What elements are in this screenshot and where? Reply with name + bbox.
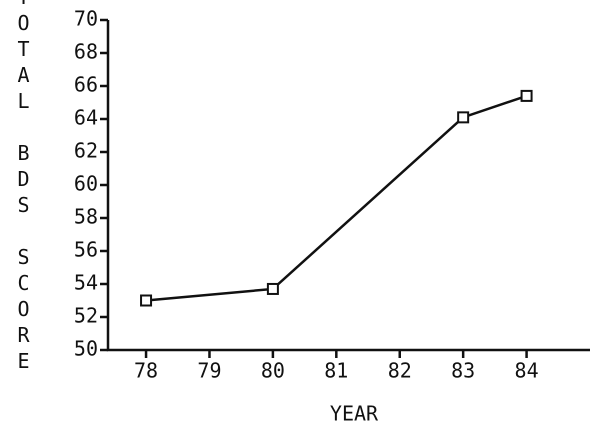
x-tick-label: 79	[197, 359, 221, 383]
y-tick-label: 52	[74, 304, 98, 328]
y-tick-label: 56	[74, 238, 98, 262]
y-tick-label: 66	[74, 73, 98, 97]
x-tick-label: 80	[261, 359, 285, 383]
y-tick-label: 70	[74, 7, 98, 31]
data-point	[266, 282, 279, 295]
x-tick-label: 81	[324, 359, 348, 383]
x-axis-label: YEAR	[330, 402, 379, 426]
data-point	[520, 89, 533, 102]
x-tick-label: 82	[388, 359, 412, 383]
y-tick-label: 62	[74, 139, 98, 163]
x-tick-label: 83	[451, 359, 475, 383]
y-tick-label: 64	[74, 106, 98, 130]
data-point	[140, 294, 153, 307]
data-line	[145, 94, 527, 302]
data-point	[457, 111, 470, 124]
x-tick-label: 78	[134, 359, 158, 383]
y-tick-label: 60	[74, 172, 98, 196]
y-tick-label: 50	[74, 337, 98, 361]
axes	[106, 20, 590, 352]
y-tick-label: 54	[74, 271, 98, 295]
y-tick-label: 68	[74, 40, 98, 64]
y-axis-label: TOTAL BDS SCORE	[12, 0, 36, 375]
x-tick-label: 84	[515, 359, 539, 383]
y-tick-label: 58	[74, 205, 98, 229]
